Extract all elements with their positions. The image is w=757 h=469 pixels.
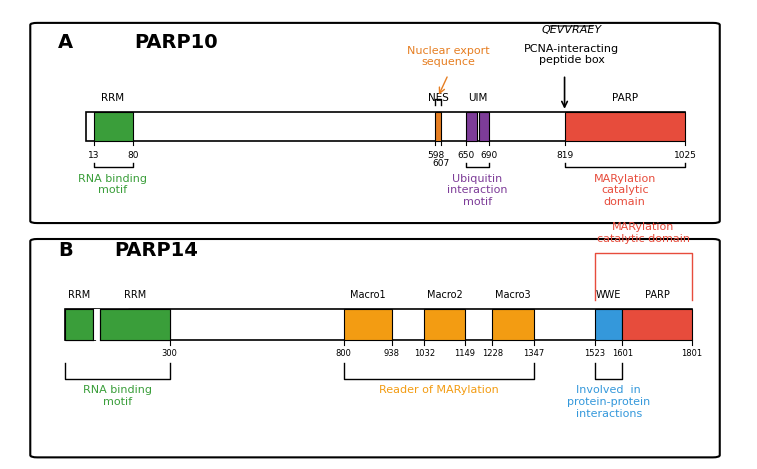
Text: NES: NES: [428, 93, 449, 103]
Text: 607: 607: [432, 159, 450, 168]
Text: 80: 80: [127, 151, 139, 160]
FancyBboxPatch shape: [100, 309, 170, 340]
Text: 1801: 1801: [681, 349, 702, 358]
Text: B: B: [58, 241, 73, 260]
Text: 1523: 1523: [584, 349, 606, 358]
Bar: [595, 309, 622, 340]
Text: Ubiquitin
interaction
motif: Ubiquitin interaction motif: [447, 174, 508, 207]
Text: 938: 938: [384, 349, 400, 358]
Text: RNA binding
motif: RNA binding motif: [79, 174, 148, 195]
Text: RRM: RRM: [123, 290, 146, 300]
Text: 1032: 1032: [414, 349, 435, 358]
Text: 650: 650: [457, 151, 475, 160]
Text: 1025: 1025: [674, 151, 696, 160]
Bar: [94, 112, 132, 141]
Text: WWE: WWE: [596, 290, 621, 300]
Text: 1601: 1601: [612, 349, 633, 358]
Bar: [65, 309, 692, 340]
Text: 1228: 1228: [482, 349, 503, 358]
Text: 819: 819: [556, 151, 573, 160]
Text: RNA binding
motif: RNA binding motif: [83, 386, 152, 407]
Bar: [96, 309, 128, 340]
Text: 1347: 1347: [523, 349, 544, 358]
Text: PARP: PARP: [645, 290, 669, 300]
Text: Macro1: Macro1: [350, 290, 385, 300]
Bar: [435, 112, 441, 141]
Text: Reader of MARylation: Reader of MARylation: [378, 386, 498, 395]
Text: PARP14: PARP14: [114, 241, 198, 260]
FancyBboxPatch shape: [65, 309, 93, 340]
FancyBboxPatch shape: [86, 112, 685, 141]
Text: PARP: PARP: [612, 93, 638, 103]
Bar: [100, 309, 170, 340]
Bar: [565, 112, 685, 141]
Bar: [344, 309, 391, 340]
Bar: [93, 309, 100, 340]
Text: RRM: RRM: [101, 93, 124, 103]
Text: MARylation
catalytic domain: MARylation catalytic domain: [597, 222, 690, 243]
Text: A: A: [58, 33, 73, 52]
Text: Nuclear export
sequence: Nuclear export sequence: [407, 45, 490, 67]
Text: 300: 300: [161, 349, 177, 358]
Bar: [479, 112, 489, 141]
Text: 1149: 1149: [454, 349, 475, 358]
Text: 690: 690: [481, 151, 498, 160]
Text: QEVVRAEY: QEVVRAEY: [541, 25, 602, 35]
Bar: [493, 309, 534, 340]
Text: Macro2: Macro2: [427, 290, 463, 300]
Bar: [622, 309, 692, 340]
Text: PARP10: PARP10: [135, 33, 218, 52]
Bar: [93, 311, 100, 338]
Bar: [65, 309, 93, 340]
Bar: [424, 309, 465, 340]
Text: UIM: UIM: [468, 93, 488, 103]
FancyBboxPatch shape: [30, 23, 720, 223]
FancyBboxPatch shape: [30, 239, 720, 457]
Text: Involved  in
protein-protein
interactions: Involved in protein-protein interactions: [567, 386, 650, 418]
Text: PCNA-interacting
peptide box: PCNA-interacting peptide box: [524, 44, 619, 65]
Text: 13: 13: [88, 151, 99, 160]
Text: 598: 598: [427, 151, 444, 160]
Text: MARylation
catalytic
domain: MARylation catalytic domain: [593, 174, 656, 207]
Bar: [466, 112, 478, 141]
Text: Macro3: Macro3: [495, 290, 531, 300]
Text: RRM: RRM: [68, 290, 90, 300]
Text: 800: 800: [335, 349, 351, 358]
